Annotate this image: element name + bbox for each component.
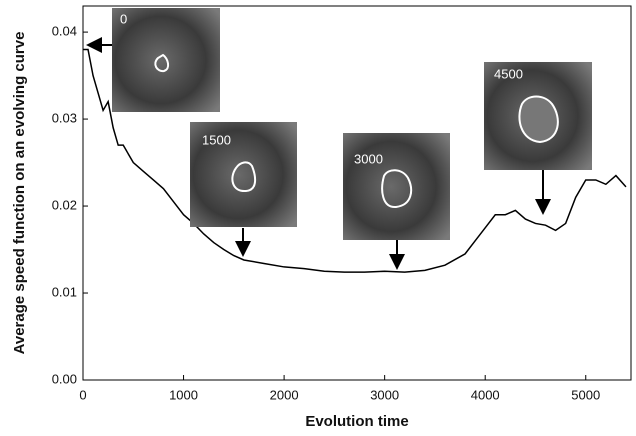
y-tick-label: 0.04 (52, 24, 77, 39)
y-tick-label: 0.02 (52, 197, 77, 212)
inset-4500: 4500 (484, 62, 592, 215)
y-tick-label: 0.03 (52, 111, 77, 126)
y-axis-title: Average speed function on an evolving cu… (11, 32, 28, 355)
inset-0: 0 (86, 8, 220, 112)
inset-3000: 3000 (343, 133, 450, 270)
inset-label: 0 (120, 11, 127, 26)
x-tick-label: 0 (79, 387, 86, 402)
x-tick-label: 3000 (370, 387, 399, 402)
x-tick-label: 2000 (270, 387, 299, 402)
x-axis-title: Evolution time (305, 413, 408, 430)
x-tick-label: 4000 (471, 387, 500, 402)
x-tick-label: 5000 (571, 387, 600, 402)
inset-label: 4500 (494, 66, 523, 81)
data-line (83, 48, 627, 273)
y-tick-label: 0.01 (52, 284, 77, 299)
y-tick-label: 0.00 (52, 371, 77, 386)
inset-1500: 1500 (190, 122, 297, 257)
plot-frame (82, 5, 632, 381)
inset-label: 1500 (202, 132, 231, 147)
x-tick-label: 1000 (169, 387, 198, 402)
inset-label: 3000 (354, 151, 383, 166)
